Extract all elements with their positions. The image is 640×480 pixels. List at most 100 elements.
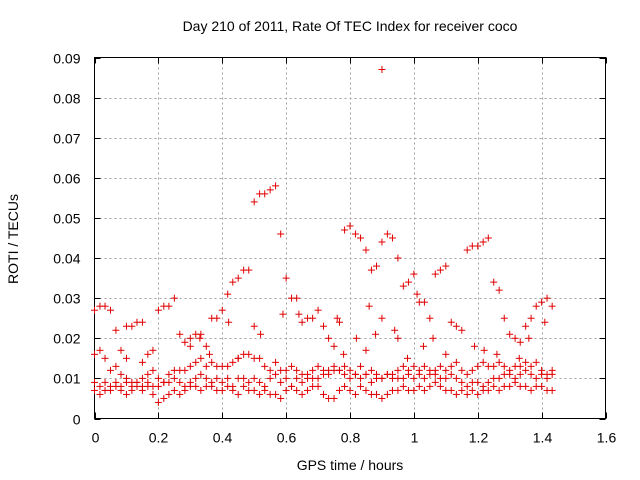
data-point	[420, 386, 428, 394]
data-point	[234, 390, 242, 398]
data-point	[341, 370, 349, 378]
data-point	[426, 382, 434, 390]
data-point	[442, 374, 450, 382]
data-point	[463, 370, 471, 378]
data-point	[176, 378, 184, 386]
data-point	[282, 386, 290, 394]
data-point	[261, 362, 269, 370]
data-point	[314, 382, 322, 390]
data-point	[378, 238, 386, 246]
data-point	[224, 362, 232, 370]
y-tick-label: 0.06	[53, 171, 80, 187]
data-point	[165, 390, 173, 398]
data-point	[341, 226, 349, 234]
data-point	[506, 382, 514, 390]
data-point	[426, 314, 434, 322]
data-point	[522, 382, 530, 390]
data-point	[538, 382, 546, 390]
data-point	[218, 306, 226, 314]
data-point	[404, 278, 412, 286]
data-point	[463, 246, 471, 254]
data-point	[101, 354, 109, 362]
data-point	[205, 350, 213, 358]
data-point	[261, 190, 269, 198]
data-point	[362, 346, 370, 354]
data-point	[500, 314, 508, 322]
data-point	[506, 366, 514, 374]
data-point	[117, 346, 125, 354]
data-point	[490, 382, 498, 390]
data-point	[225, 318, 233, 326]
data-point	[197, 370, 205, 378]
data-point	[218, 378, 226, 386]
data-point	[527, 386, 535, 394]
data-point	[181, 366, 189, 374]
data-point	[413, 290, 421, 298]
data-point	[170, 386, 178, 394]
data-point	[101, 302, 109, 310]
data-point	[309, 366, 317, 374]
data-point	[538, 366, 546, 374]
data-point	[144, 370, 152, 378]
data-point	[525, 334, 533, 342]
data-point	[527, 362, 535, 370]
data-point	[548, 302, 556, 310]
data-point	[436, 362, 444, 370]
data-point	[357, 374, 365, 382]
data-point	[458, 366, 466, 374]
data-point	[250, 374, 258, 382]
data-point	[532, 358, 540, 366]
data-point	[436, 266, 444, 274]
data-point	[527, 314, 535, 322]
y-tick-label: 0.02	[53, 331, 80, 347]
data-point	[266, 366, 274, 374]
data-point	[458, 378, 466, 386]
data-point	[335, 386, 343, 394]
y-tick-label: 0.03	[53, 291, 80, 307]
data-point	[293, 366, 301, 374]
data-point	[372, 330, 380, 338]
data-point	[138, 358, 146, 366]
data-point	[447, 386, 455, 394]
data-point	[506, 330, 514, 338]
data-point	[330, 342, 338, 350]
data-point	[391, 326, 399, 334]
data-point	[367, 266, 375, 274]
data-point	[234, 354, 242, 362]
data-point	[257, 330, 265, 338]
data-points	[91, 66, 556, 406]
data-point	[333, 314, 341, 322]
data-point	[378, 314, 386, 322]
data-point	[463, 390, 471, 398]
data-point	[330, 362, 338, 370]
y-tick-label: 0.05	[53, 211, 80, 227]
data-point	[304, 374, 312, 382]
data-point	[431, 370, 439, 378]
data-point	[447, 362, 455, 370]
data-point	[213, 314, 221, 322]
x-tick-label: 1	[411, 430, 419, 446]
chart-title: Day 210 of 2011, Rate Of TEC Index for r…	[183, 18, 518, 34]
x-tick-label: 0.8	[341, 430, 361, 446]
data-point	[532, 374, 540, 382]
data-point	[474, 242, 482, 250]
data-point	[218, 386, 226, 394]
data-point	[399, 362, 407, 370]
data-point	[442, 350, 450, 358]
data-point	[282, 366, 290, 374]
data-point	[341, 382, 349, 390]
x-tick-label: 1.6	[597, 430, 617, 446]
x-tick-label: 0.4	[213, 430, 233, 446]
data-point	[351, 370, 359, 378]
data-point	[170, 374, 178, 382]
data-point	[277, 394, 285, 402]
data-point	[192, 382, 200, 390]
data-point	[202, 374, 210, 382]
data-point	[224, 382, 232, 390]
data-point	[516, 362, 524, 370]
data-point	[197, 386, 205, 394]
data-point	[309, 314, 317, 322]
data-point	[527, 370, 535, 378]
data-point	[346, 374, 354, 382]
data-point	[250, 386, 258, 394]
